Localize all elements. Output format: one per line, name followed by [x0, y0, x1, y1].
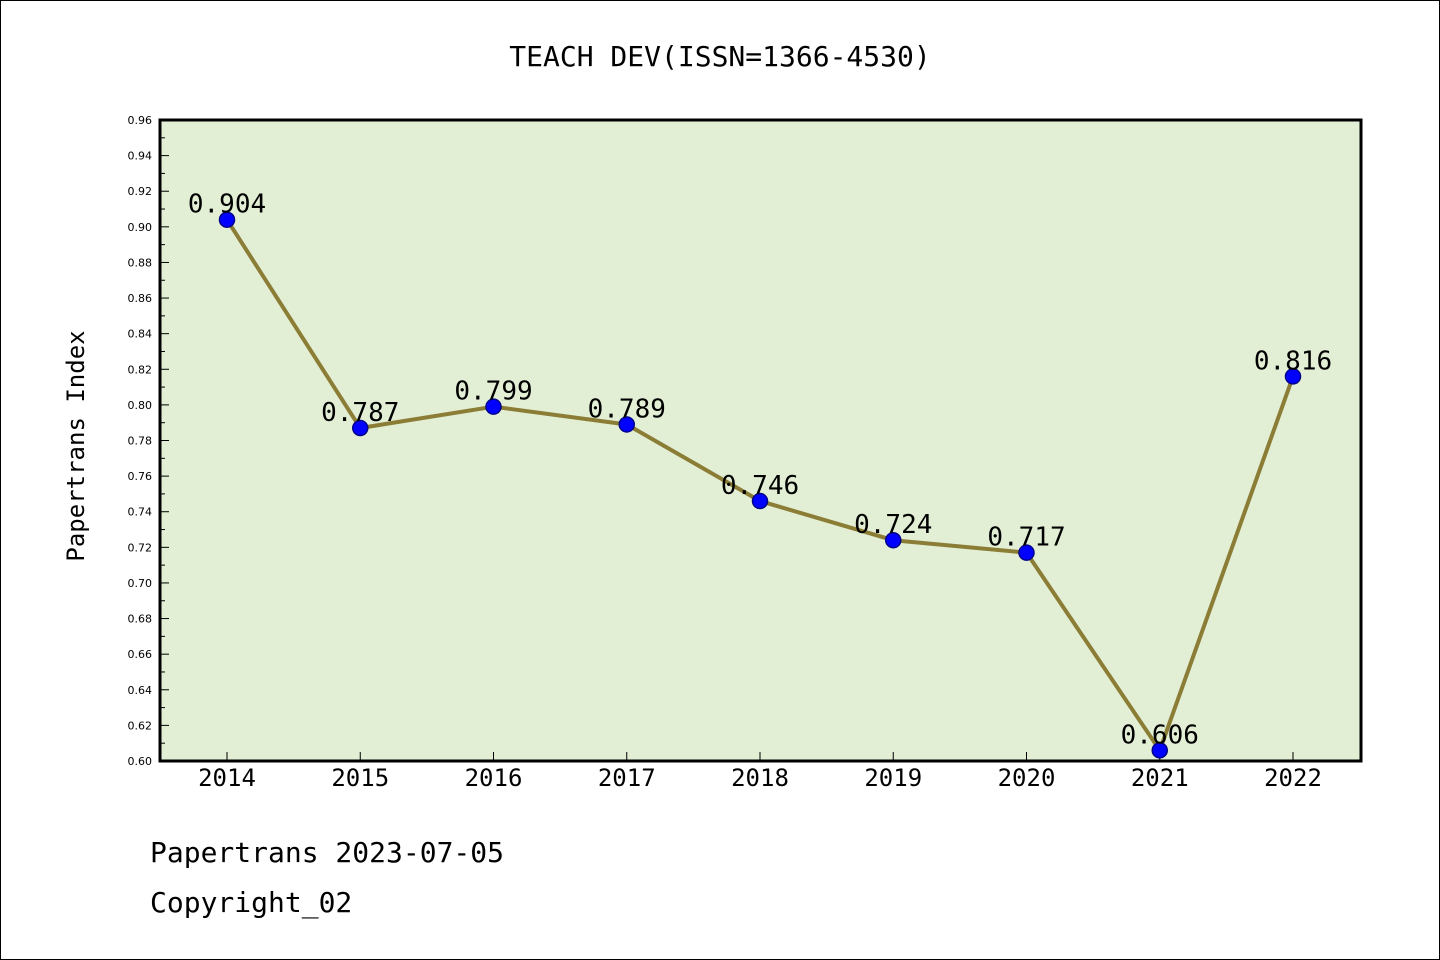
- y-tick-label: 0.92: [128, 185, 153, 198]
- y-tick-label: 0.84: [128, 328, 153, 341]
- series-layer: [218, 211, 1302, 759]
- x-tick-label: 2020: [998, 764, 1056, 792]
- x-tick-label: 2014: [198, 764, 256, 792]
- y-tick-label: 0.94: [128, 150, 153, 163]
- y-tick-label: 0.76: [128, 470, 153, 483]
- x-tick-label: 2017: [598, 764, 656, 792]
- y-tick-label: 0.90: [128, 221, 153, 234]
- y-tick-label: 0.60: [128, 755, 153, 768]
- y-tick-label: 0.70: [128, 577, 153, 590]
- data-point-2022: [1284, 368, 1302, 385]
- y-tick-label: 0.88: [128, 256, 153, 269]
- data-label-2015: 0.787: [321, 398, 399, 428]
- y-tick-label: 0.72: [128, 541, 153, 554]
- x-axis: 2014 2015 2016 2017 2018 2019 2020 2021 2022: [198, 752, 1322, 792]
- data-label-2022: 0.816: [1254, 346, 1332, 376]
- data-point-2017: [618, 416, 635, 433]
- x-tick-label: 2022: [1264, 764, 1322, 792]
- y-tick-label: 0.86: [128, 292, 153, 305]
- data-labels: 0.904 0.787 0.799 0.789 0.746 0.724 0.717 0.606…: [188, 190, 1332, 751]
- y-tick-label: 0.96: [128, 114, 153, 127]
- data-point-2020: [1018, 544, 1035, 561]
- y-tick-label: 0.78: [128, 435, 153, 448]
- y-tick-label: 0.64: [128, 684, 153, 697]
- data-point-2021: [1151, 742, 1168, 759]
- y-tick-label: 0.66: [128, 648, 153, 661]
- footer-date-line: Papertrans 2023-07-05: [150, 836, 505, 869]
- plot-area: [158, 118, 1363, 763]
- x-tick-label: 2019: [864, 764, 922, 792]
- data-point-2018: [751, 492, 769, 510]
- y-tick-label: 0.68: [128, 613, 153, 626]
- y-tick-label: 0.62: [128, 719, 153, 732]
- data-label-2014: 0.904: [188, 190, 266, 220]
- data-point-2019: [885, 531, 902, 549]
- chart-title: TEACH DEV(ISSN=1366-4530): [509, 40, 930, 73]
- data-label-2018: 0.746: [721, 471, 799, 501]
- data-label-2021: 0.606: [1121, 720, 1199, 750]
- data-label-2017: 0.789: [588, 394, 666, 424]
- footer-copyright: Copyright_02: [150, 886, 353, 919]
- data-point-2014: [218, 211, 236, 228]
- x-tick-label: 2021: [1131, 764, 1189, 792]
- y-axis-label: Papertrans Index: [62, 330, 90, 561]
- x-tick-label: 2018: [731, 764, 789, 792]
- x-tick-label: 2016: [465, 764, 523, 792]
- y-axis: 0.60 0.62 0.64 0.66 0.68 0.70 0.72 0.74 0.76 0.78…: [128, 114, 169, 768]
- data-label-2020: 0.717: [987, 523, 1065, 553]
- x-tick-label: 2015: [331, 764, 389, 792]
- data-label-2019: 0.724: [854, 510, 932, 540]
- data-point-2016: [485, 398, 502, 415]
- y-tick-label: 0.74: [128, 506, 153, 519]
- data-label-2016: 0.799: [454, 377, 532, 407]
- data-point-2015: [352, 419, 369, 437]
- y-tick-label: 0.82: [128, 363, 153, 376]
- y-tick-label: 0.80: [128, 399, 153, 412]
